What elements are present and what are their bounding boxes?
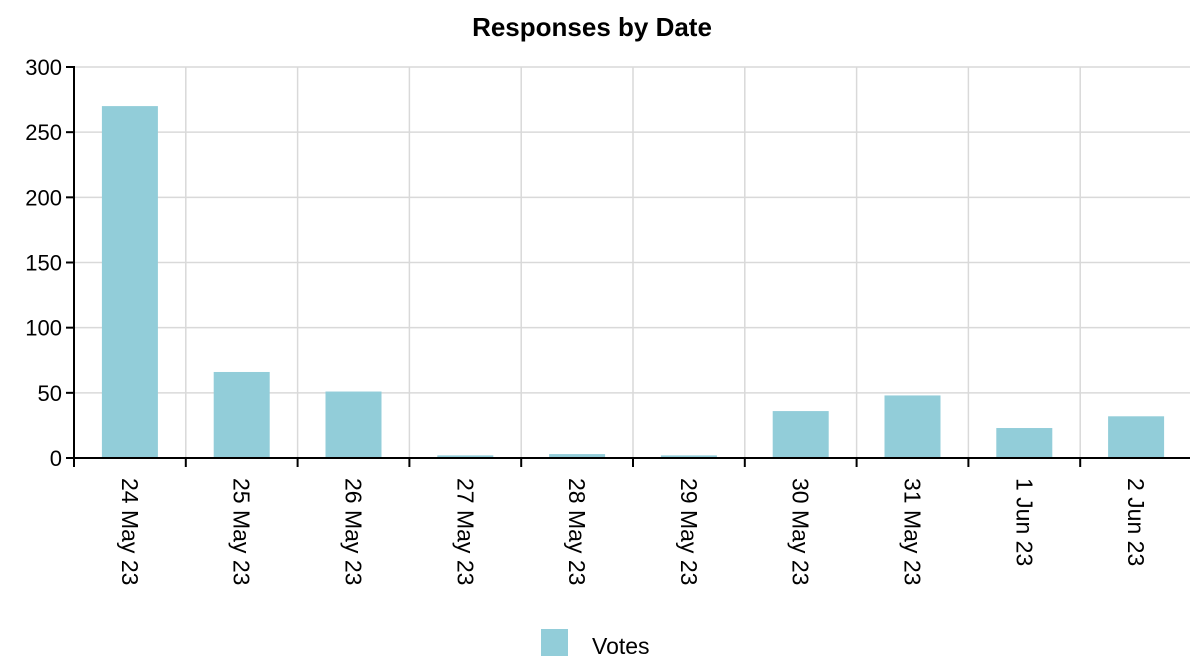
- x-tick-label: 26 May 23: [341, 478, 367, 585]
- bar-29-may-23: [660, 455, 717, 458]
- x-tick-label: 2 Jun 23: [1123, 478, 1149, 566]
- y-tick-label: 300: [25, 55, 62, 80]
- bar-27-may-23: [437, 455, 494, 458]
- x-tick-label: 1 Jun 23: [1011, 478, 1037, 566]
- x-tick-label: 29 May 23: [676, 478, 702, 585]
- x-tick-label: 24 May 23: [117, 478, 143, 585]
- y-tick-label: 0: [50, 446, 62, 471]
- x-tick-label: 30 May 23: [788, 478, 814, 585]
- y-tick-label: 50: [38, 381, 62, 406]
- bar-30-may-23: [772, 411, 829, 458]
- x-tick-label: 25 May 23: [229, 478, 255, 585]
- legend-swatch-votes: [541, 629, 568, 656]
- bar-1-jun-23: [996, 428, 1053, 458]
- y-tick-label: 250: [25, 120, 62, 145]
- bar-2-jun-23: [1108, 416, 1165, 458]
- x-tick-label: 28 May 23: [564, 478, 590, 585]
- bar-25-may-23: [213, 371, 270, 458]
- x-axis-ticks: 24 May 23 25 May 23 26 May 23 27 May 23 28 M…: [73, 458, 1149, 585]
- y-tick-label: 100: [25, 316, 62, 341]
- bars: [101, 106, 1165, 458]
- bar-26-may-23: [325, 391, 382, 458]
- bar-24-may-23: [101, 106, 158, 458]
- legend-label-votes: Votes: [592, 633, 650, 657]
- y-axis-ticks: 0 50 100 150 200 250 300: [25, 55, 74, 471]
- x-tick-label: 27 May 23: [452, 478, 478, 585]
- legend: Votes: [541, 629, 650, 657]
- chart-title: Responses by Date: [472, 12, 712, 42]
- bar-31-may-23: [884, 395, 941, 458]
- bar-28-may-23: [549, 454, 606, 458]
- y-tick-label: 150: [25, 251, 62, 276]
- y-tick-label: 200: [25, 185, 62, 210]
- grid-lines: [74, 66, 1190, 458]
- x-tick-label: 31 May 23: [900, 478, 926, 585]
